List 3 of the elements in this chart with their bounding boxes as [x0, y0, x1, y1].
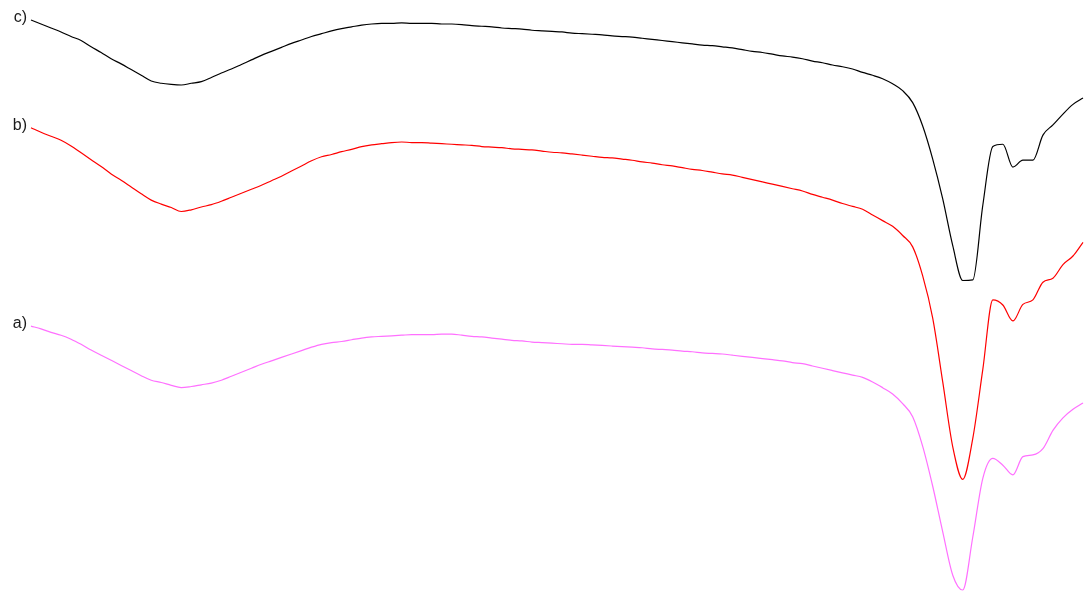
series-label: a) — [12, 314, 27, 332]
series-label: b) — [12, 116, 27, 134]
series-label: c) — [13, 8, 27, 26]
